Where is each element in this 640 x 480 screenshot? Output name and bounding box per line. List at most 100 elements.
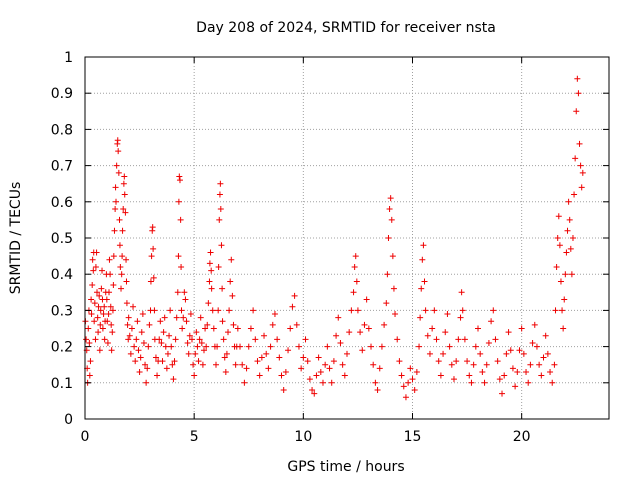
data-point: [315, 354, 322, 361]
data-point: [144, 365, 151, 372]
data-point: [416, 343, 423, 350]
data-point: [219, 285, 226, 292]
data-point: [200, 347, 207, 354]
data-point: [113, 198, 120, 205]
data-point: [91, 318, 98, 325]
data-point: [216, 191, 223, 198]
data-point: [204, 321, 211, 328]
data-point: [159, 358, 166, 365]
data-point: [370, 361, 377, 368]
data-point: [411, 387, 418, 394]
data-point: [313, 372, 320, 379]
data-point: [269, 321, 276, 328]
data-point: [455, 336, 462, 343]
data-point: [95, 303, 102, 310]
data-point: [479, 368, 486, 375]
data-point: [566, 216, 573, 223]
data-point: [385, 235, 392, 241]
data-point: [333, 332, 340, 339]
data-point: [215, 263, 222, 270]
data-point: [118, 285, 125, 292]
data-point: [353, 278, 360, 285]
data-point: [512, 383, 519, 390]
data-point: [348, 307, 355, 314]
data-point: [134, 318, 141, 325]
data-point: [551, 361, 558, 368]
data-point: [243, 365, 250, 372]
data-point: [178, 263, 185, 270]
data-point: [190, 361, 197, 368]
data-point: [386, 206, 393, 213]
data-point: [196, 336, 203, 343]
data-point: [113, 162, 120, 169]
data-point: [219, 318, 226, 325]
data-point: [130, 303, 137, 310]
data-point: [540, 354, 547, 361]
data-point: [216, 216, 223, 223]
data-point: [119, 227, 126, 234]
data-point: [223, 350, 230, 357]
data-point: [132, 358, 139, 365]
data-point: [128, 325, 135, 332]
data-point: [252, 336, 259, 343]
y-tick-label: 1: [64, 50, 73, 66]
data-point: [232, 361, 239, 368]
data-point: [507, 347, 514, 354]
data-point: [172, 336, 179, 343]
data-point: [206, 278, 213, 285]
data-point: [83, 336, 90, 343]
data-point: [175, 198, 182, 205]
data-point: [300, 354, 307, 361]
data-point: [194, 343, 201, 350]
data-point: [140, 339, 147, 346]
y-tick-label: 0.5: [51, 231, 73, 247]
data-point: [263, 350, 270, 357]
data-point: [328, 379, 335, 386]
data-point: [161, 314, 168, 321]
data-point: [276, 354, 283, 361]
data-point: [169, 361, 176, 368]
data-point: [322, 361, 329, 368]
data-point: [195, 358, 202, 365]
chart-title: Day 208 of 2024, SRMTID for receiver nst…: [196, 20, 496, 36]
data-point: [107, 303, 114, 310]
data-point: [483, 361, 490, 368]
data-point: [181, 289, 188, 296]
y-tick-label: 0.4: [51, 267, 73, 283]
data-point: [133, 336, 140, 343]
data-point: [477, 350, 484, 357]
data-point: [433, 336, 440, 343]
data-point: [157, 318, 164, 325]
data-point: [575, 90, 582, 97]
data-point: [514, 368, 521, 375]
data-point: [173, 314, 180, 321]
data-point: [555, 213, 562, 220]
data-point: [569, 235, 576, 241]
data-point: [574, 75, 581, 82]
data-point: [293, 321, 300, 328]
data-point: [183, 318, 190, 325]
data-point: [475, 325, 481, 332]
data-point: [381, 321, 388, 328]
data-point: [228, 256, 235, 263]
data-point: [93, 249, 100, 256]
data-point: [409, 376, 416, 383]
data-point: [536, 361, 543, 368]
data-point: [383, 300, 390, 307]
data-point: [176, 177, 183, 184]
data-point: [450, 376, 457, 383]
data-point: [126, 332, 133, 339]
data-point: [509, 365, 516, 372]
data-point: [572, 155, 579, 162]
data-point: [559, 307, 566, 314]
data-point: [182, 296, 189, 303]
x-tick-label: 20: [513, 429, 531, 445]
data-point: [143, 379, 150, 386]
data-point: [179, 325, 186, 332]
data-point: [97, 321, 104, 328]
data-point: [112, 206, 119, 213]
data-point: [94, 314, 101, 321]
data-point: [237, 343, 244, 350]
data-point: [324, 343, 331, 350]
data-point: [365, 325, 372, 332]
